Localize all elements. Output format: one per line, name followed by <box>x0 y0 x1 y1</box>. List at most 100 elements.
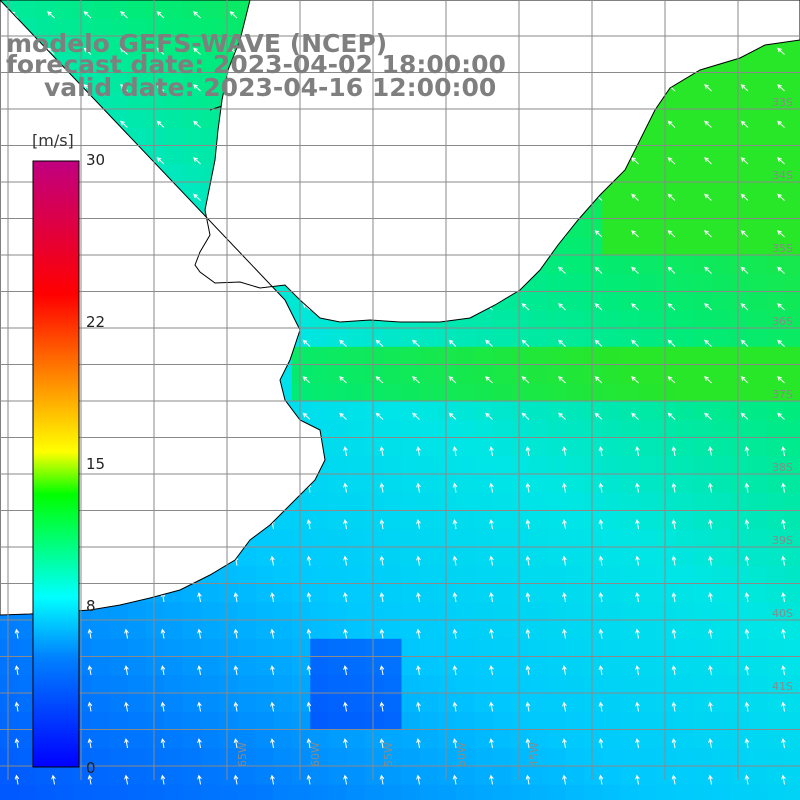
wind-cell <box>766 237 786 257</box>
wind-arrow <box>631 412 639 420</box>
wind-arrow <box>525 738 531 749</box>
wind-cell <box>675 748 695 768</box>
wind-arrow <box>87 701 93 712</box>
wind-cell <box>456 730 476 749</box>
wind-cell <box>529 292 549 311</box>
wind-cell <box>146 620 165 640</box>
wind-cell <box>584 784 603 800</box>
wind-cell <box>730 237 749 257</box>
wind-cell <box>109 766 129 786</box>
wind-cell <box>146 54 165 74</box>
wind-cell <box>784 711 800 731</box>
wind-cell <box>602 711 622 731</box>
wind-cell <box>602 365 622 384</box>
wind-cell <box>766 730 786 749</box>
wind-cell <box>784 620 800 640</box>
wind-arrow <box>306 701 312 712</box>
wind-cell <box>456 584 476 603</box>
wind-arrow <box>343 519 348 530</box>
wind-arrow <box>781 482 786 493</box>
wind-cell <box>328 638 348 658</box>
wind-cell <box>529 492 549 512</box>
wind-cell <box>438 474 457 494</box>
wind-cell <box>602 438 622 457</box>
wind-cell <box>748 328 768 348</box>
wind-cell <box>784 109 800 129</box>
wind-arrow <box>452 628 458 639</box>
wind-cell <box>492 565 512 585</box>
wind-cell <box>492 474 512 494</box>
wind-cell <box>0 657 19 676</box>
wind-cell <box>292 565 311 585</box>
wind-cell <box>620 675 640 695</box>
wind-arrow <box>14 665 20 676</box>
wind-cell <box>456 401 476 421</box>
wind-arrow <box>704 339 712 347</box>
wind-arrow <box>704 303 712 311</box>
wind-cell <box>219 675 238 695</box>
wind-arrow <box>416 628 421 639</box>
wind-cell <box>711 784 731 800</box>
wind-cell <box>237 620 257 640</box>
wind-cell <box>419 675 439 695</box>
wind-arrow <box>781 628 786 639</box>
wind-cell <box>365 584 384 603</box>
wind-cell <box>273 711 293 731</box>
wind-arrow <box>302 412 311 420</box>
wind-arrow <box>671 774 677 785</box>
wind-arrow <box>704 266 712 274</box>
wind-cell <box>292 766 311 786</box>
wind-cell <box>511 766 530 786</box>
wind-arrow <box>704 193 712 201</box>
wind-cell <box>547 419 567 439</box>
wind-arrow <box>598 701 604 712</box>
wind-cell <box>748 620 768 640</box>
wind-cell <box>492 638 512 658</box>
wind-cell <box>748 91 768 111</box>
wind-cell <box>492 511 512 530</box>
wind-cell <box>18 748 38 768</box>
wind-cell <box>164 146 184 165</box>
wind-cell <box>164 109 184 129</box>
wind-arrow <box>233 592 239 603</box>
wind-cell <box>73 18 92 38</box>
wind-cell <box>565 492 585 512</box>
wind-cell <box>438 730 457 749</box>
wind-arrow <box>521 376 530 384</box>
wind-arrow <box>412 412 420 420</box>
wind-cell <box>456 693 476 713</box>
wind-arrow <box>744 446 750 457</box>
wind-arrow <box>671 482 677 493</box>
wind-cell <box>602 784 622 800</box>
wind-cell <box>657 602 676 622</box>
wind-cell <box>456 565 476 585</box>
wind-cell <box>565 328 585 348</box>
wind-cell <box>620 438 640 457</box>
wind-cell <box>292 547 311 567</box>
wind-cell <box>255 675 275 695</box>
wind-cell <box>292 346 311 366</box>
wind-cell <box>182 748 202 768</box>
wind-cell <box>748 711 768 731</box>
wind-cell <box>784 565 800 585</box>
wind-cell <box>529 419 549 439</box>
wind-cell <box>584 730 603 749</box>
wind-cell <box>164 766 184 786</box>
wind-cell <box>784 675 800 695</box>
wind-cell <box>474 383 494 403</box>
wind-cell <box>638 310 658 330</box>
wind-cell <box>18 657 38 676</box>
wind-cell <box>620 419 640 439</box>
wind-arrow <box>233 774 239 785</box>
wind-cell <box>164 36 184 56</box>
wind-cell <box>419 547 439 567</box>
latitude-label: 37S <box>772 388 793 401</box>
wind-cell <box>200 73 220 92</box>
wind-cell <box>346 383 366 403</box>
wind-cell <box>346 547 366 567</box>
wind-cell <box>365 419 384 439</box>
wind-cell <box>310 711 330 731</box>
wind-cell <box>511 492 530 512</box>
wind-cell <box>36 18 56 38</box>
wind-cell <box>292 511 311 530</box>
